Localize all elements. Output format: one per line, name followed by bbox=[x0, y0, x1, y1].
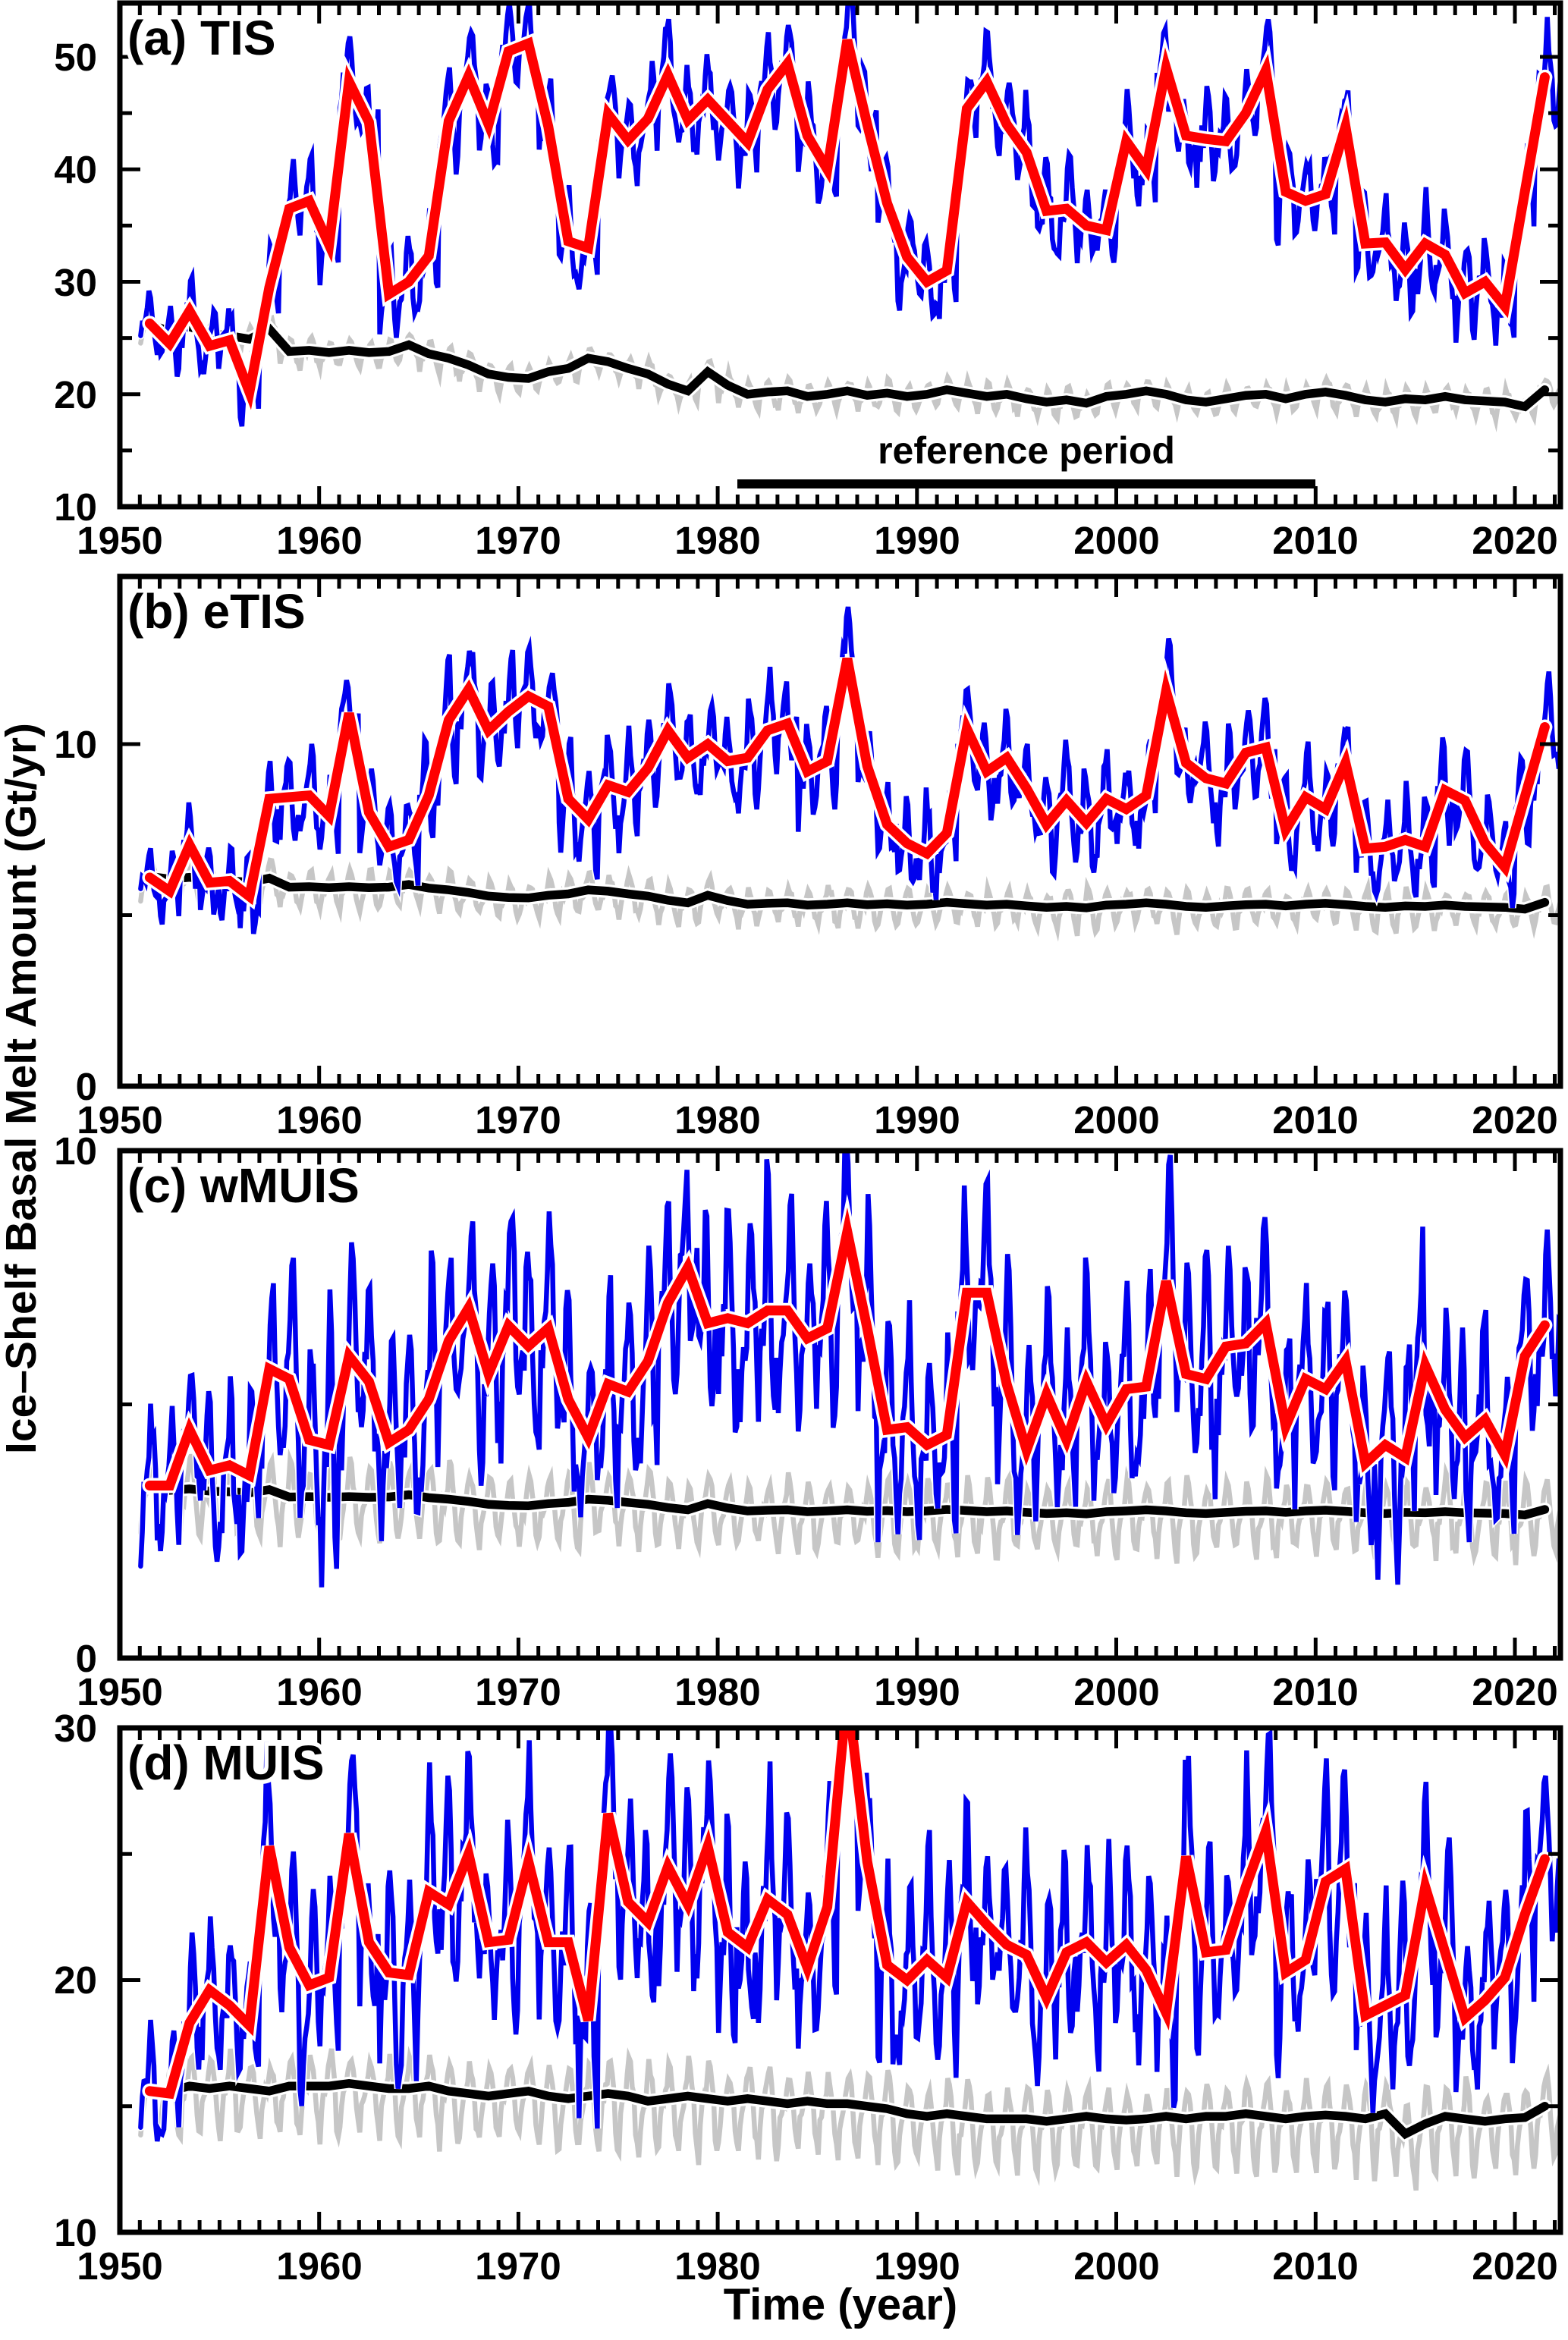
svg-text:1960: 1960 bbox=[276, 2244, 362, 2288]
svg-text:2020: 2020 bbox=[1472, 519, 1557, 562]
svg-text:1980: 1980 bbox=[674, 1670, 760, 1713]
svg-text:(d) MUIS: (d) MUIS bbox=[127, 1735, 325, 1790]
svg-text:1980: 1980 bbox=[674, 519, 760, 562]
svg-text:(a) TIS: (a) TIS bbox=[127, 11, 276, 65]
svg-text:30: 30 bbox=[54, 1707, 97, 1750]
svg-text:1990: 1990 bbox=[874, 2244, 960, 2288]
svg-text:10: 10 bbox=[54, 485, 97, 529]
svg-text:1970: 1970 bbox=[475, 2244, 561, 2288]
svg-text:Ice–Shelf Basal Melt Amount (G: Ice–Shelf Basal Melt Amount (Gt/yr) bbox=[0, 723, 46, 1454]
svg-text:2000: 2000 bbox=[1073, 1670, 1159, 1713]
svg-text:reference period: reference period bbox=[878, 429, 1175, 472]
svg-text:1960: 1960 bbox=[276, 519, 362, 562]
svg-text:1990: 1990 bbox=[874, 519, 960, 562]
svg-text:(c) wMUIS: (c) wMUIS bbox=[127, 1158, 360, 1213]
svg-text:2020: 2020 bbox=[1472, 1098, 1557, 1142]
svg-text:0: 0 bbox=[76, 1637, 97, 1680]
svg-text:20: 20 bbox=[54, 1958, 97, 2002]
svg-text:30: 30 bbox=[54, 261, 97, 304]
svg-text:10: 10 bbox=[54, 1129, 97, 1173]
svg-text:1960: 1960 bbox=[276, 1098, 362, 1142]
svg-text:1990: 1990 bbox=[874, 1670, 960, 1713]
svg-text:40: 40 bbox=[54, 148, 97, 191]
svg-text:1970: 1970 bbox=[475, 1098, 561, 1142]
svg-text:10: 10 bbox=[54, 2211, 97, 2254]
svg-text:10: 10 bbox=[54, 723, 97, 766]
svg-text:2000: 2000 bbox=[1073, 519, 1159, 562]
svg-text:Time (year): Time (year) bbox=[724, 2280, 957, 2329]
svg-text:2000: 2000 bbox=[1073, 1098, 1159, 1142]
svg-text:2000: 2000 bbox=[1073, 2244, 1159, 2288]
svg-text:1970: 1970 bbox=[475, 1670, 561, 1713]
svg-text:20: 20 bbox=[54, 373, 97, 416]
svg-text:1970: 1970 bbox=[475, 519, 561, 562]
svg-text:1980: 1980 bbox=[674, 2244, 760, 2288]
svg-text:2010: 2010 bbox=[1272, 1098, 1358, 1142]
svg-text:(b) eTIS: (b) eTIS bbox=[127, 584, 306, 639]
svg-text:2020: 2020 bbox=[1472, 1670, 1557, 1713]
svg-text:1990: 1990 bbox=[874, 1098, 960, 1142]
svg-text:1950: 1950 bbox=[77, 2244, 162, 2288]
svg-text:0: 0 bbox=[76, 1065, 97, 1108]
svg-text:1960: 1960 bbox=[276, 1670, 362, 1713]
svg-text:2010: 2010 bbox=[1272, 2244, 1358, 2288]
svg-text:1980: 1980 bbox=[674, 1098, 760, 1142]
svg-text:2010: 2010 bbox=[1272, 1670, 1358, 1713]
svg-text:1950: 1950 bbox=[77, 1098, 162, 1142]
svg-text:2010: 2010 bbox=[1272, 519, 1358, 562]
svg-text:1950: 1950 bbox=[77, 1670, 162, 1713]
svg-text:1950: 1950 bbox=[77, 519, 162, 562]
svg-text:50: 50 bbox=[54, 36, 97, 79]
svg-text:2020: 2020 bbox=[1472, 2244, 1557, 2288]
